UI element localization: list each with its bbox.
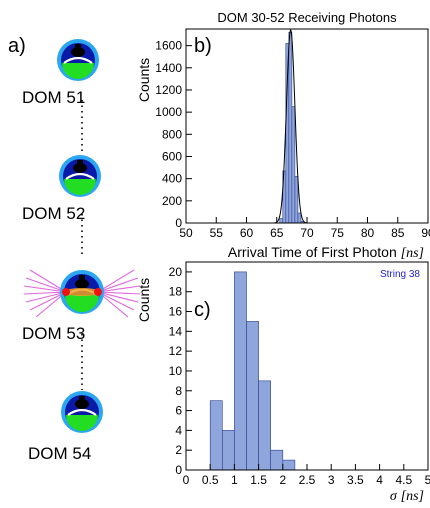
chart-b-ytick-label-4: 800 — [162, 127, 182, 141]
chart-c-xtick-label-3: 1.5 — [250, 473, 267, 487]
chart-b-letter: b) — [194, 35, 212, 57]
chart-b-ytick-label-0: 0 — [175, 216, 182, 230]
dom-54-label: DOM 54 — [28, 444, 91, 463]
chart-b-bars — [279, 32, 305, 224]
chart-c-ytick-label-2: 4 — [175, 423, 182, 437]
chart-c-bar-2 — [234, 271, 247, 471]
chart-c-ytick-label-5: 10 — [169, 364, 183, 378]
dom-54 — [61, 391, 103, 433]
chart-b-xtick-label-4: 70 — [300, 226, 314, 240]
chart-c-ytick-label-1: 2 — [175, 443, 182, 457]
led-left — [62, 288, 70, 296]
chart-b-bar-6 — [297, 212, 302, 224]
chart-b-xtick-label-5: 75 — [331, 226, 345, 240]
chart-c-bar-6 — [282, 459, 296, 471]
chart-b-ytick-label-1: 200 — [162, 194, 182, 208]
chart-c-bar-3 — [246, 321, 259, 471]
chart-c-ytick-label-0: 0 — [175, 463, 182, 477]
chart-c-ytick-label-4: 8 — [175, 384, 182, 398]
chart-c-ytick-label-3: 6 — [175, 404, 182, 418]
chart-c-xticks: 0 0.5 1 1.5 2 2.5 3 3.5 4 4.5 5 — [183, 464, 430, 487]
chart-b-xlabel-unit: [ns] — [401, 246, 424, 261]
panel-c-chart: Counts 0 0.5 1 1.5 2 2.5 3 3.5 4 4.5 5 0 2 4 6 8 10 12 14… — [136, 261, 430, 504]
chart-b-xtick-label-7: 85 — [391, 226, 405, 240]
chart-c-ytick-label-10: 20 — [169, 265, 183, 279]
chart-b-ytick-label-5: 1000 — [155, 105, 182, 119]
chart-c-bar-4 — [258, 380, 272, 471]
chart-b-xtick-label-3: 65 — [270, 226, 284, 240]
chart-c-ytick-label-6: 12 — [169, 344, 183, 358]
chart-b-xtick-label-8: 90 — [421, 226, 430, 240]
chart-c-xtick-label-10: 5 — [425, 473, 430, 487]
chart-c-letter: c) — [194, 299, 211, 321]
chart-c-ytick-label-8: 16 — [169, 305, 183, 319]
chart-c-ylabel: Counts — [136, 278, 152, 322]
chart-b-ylabel: Counts — [136, 58, 152, 102]
chart-c-xtick-label-9: 4.5 — [395, 473, 412, 487]
chart-c-bar-5 — [270, 449, 284, 471]
dom-52 — [59, 155, 101, 197]
chart-b-bar-5 — [294, 176, 299, 224]
chart-b-ytick-label-7: 1400 — [155, 61, 182, 75]
dom-51-label: DOM 51 — [22, 88, 85, 107]
chart-c-xtick-label-4: 2 — [279, 473, 286, 487]
chart-c-xtick-label-2: 1 — [231, 473, 238, 487]
led-right — [94, 288, 102, 296]
dom-53-label: DOM 53 — [22, 324, 85, 343]
chart-b-bar-4 — [291, 106, 296, 224]
chart-b-ytick-label-2: 400 — [162, 172, 182, 186]
chart-c-bar-1 — [222, 430, 235, 471]
chart-b-bar-0 — [279, 218, 284, 224]
chart-b-xtick-label-0: 50 — [179, 226, 193, 240]
dom-52-label: DOM 52 — [22, 204, 85, 223]
chart-c-xlabel: σ [ns] — [390, 487, 424, 504]
chart-c-xlabel-unit: [ns] — [401, 489, 424, 504]
chart-b-xticks: 50 55 60 65 70 75 80 85 90 — [179, 217, 430, 240]
chart-c-xtick-label-5: 2.5 — [299, 473, 316, 487]
chart-c-xtick-label-6: 3 — [328, 473, 335, 487]
chart-c-xtick-label-0: 0 — [183, 473, 190, 487]
chart-c-bars — [209, 271, 296, 471]
chart-c-ytick-label-7: 14 — [169, 324, 183, 338]
chart-c-ytick-label-9: 18 — [169, 285, 183, 299]
chart-b-gaussian-fit — [273, 29, 308, 224]
dom-53 — [60, 270, 104, 314]
chart-c-xlabel-main: σ — [390, 489, 398, 504]
chart-b-ytick-label-6: 1200 — [155, 83, 182, 97]
chart-b-bar-3 — [288, 32, 293, 224]
chart-b-xtick-label-1: 55 — [210, 226, 224, 240]
chart-b-frame — [185, 28, 429, 224]
chart-b-xlabel-main: Arrival Time of First Photon — [228, 244, 397, 260]
chart-c-annotation: String 38 — [380, 269, 420, 280]
chart-b-xtick-label-6: 80 — [361, 226, 375, 240]
chart-c-xtick-label-7: 3.5 — [347, 473, 364, 487]
chart-c-bar-0 — [209, 400, 223, 471]
panel-a: a) — [8, 35, 141, 463]
chart-b-ytick-label-3: 600 — [162, 149, 182, 163]
panel-a-letter: a) — [8, 35, 26, 57]
chart-c-xtick-label-8: 4 — [376, 473, 383, 487]
chart-b-yticks: 0 200 400 600 800 1000 1200 1400 1600 — [155, 39, 192, 230]
chart-b-title: DOM 30-52 Receiving Photons — [217, 10, 397, 25]
chart-b-xtick-label-2: 60 — [240, 226, 254, 240]
panel-b-chart: DOM 30-52 Receiving Photons Counts 50 55 6… — [136, 10, 430, 261]
chart-b-ytick-label-8: 1600 — [155, 39, 182, 53]
dom-51 — [57, 39, 99, 81]
chart-c-yticks: 0 2 4 6 8 10 12 14 16 18 20 — [169, 265, 192, 477]
chart-b-xlabel: Arrival Time of First Photon [ns] — [228, 244, 424, 261]
chart-c-xtick-label-1: 0.5 — [202, 473, 219, 487]
